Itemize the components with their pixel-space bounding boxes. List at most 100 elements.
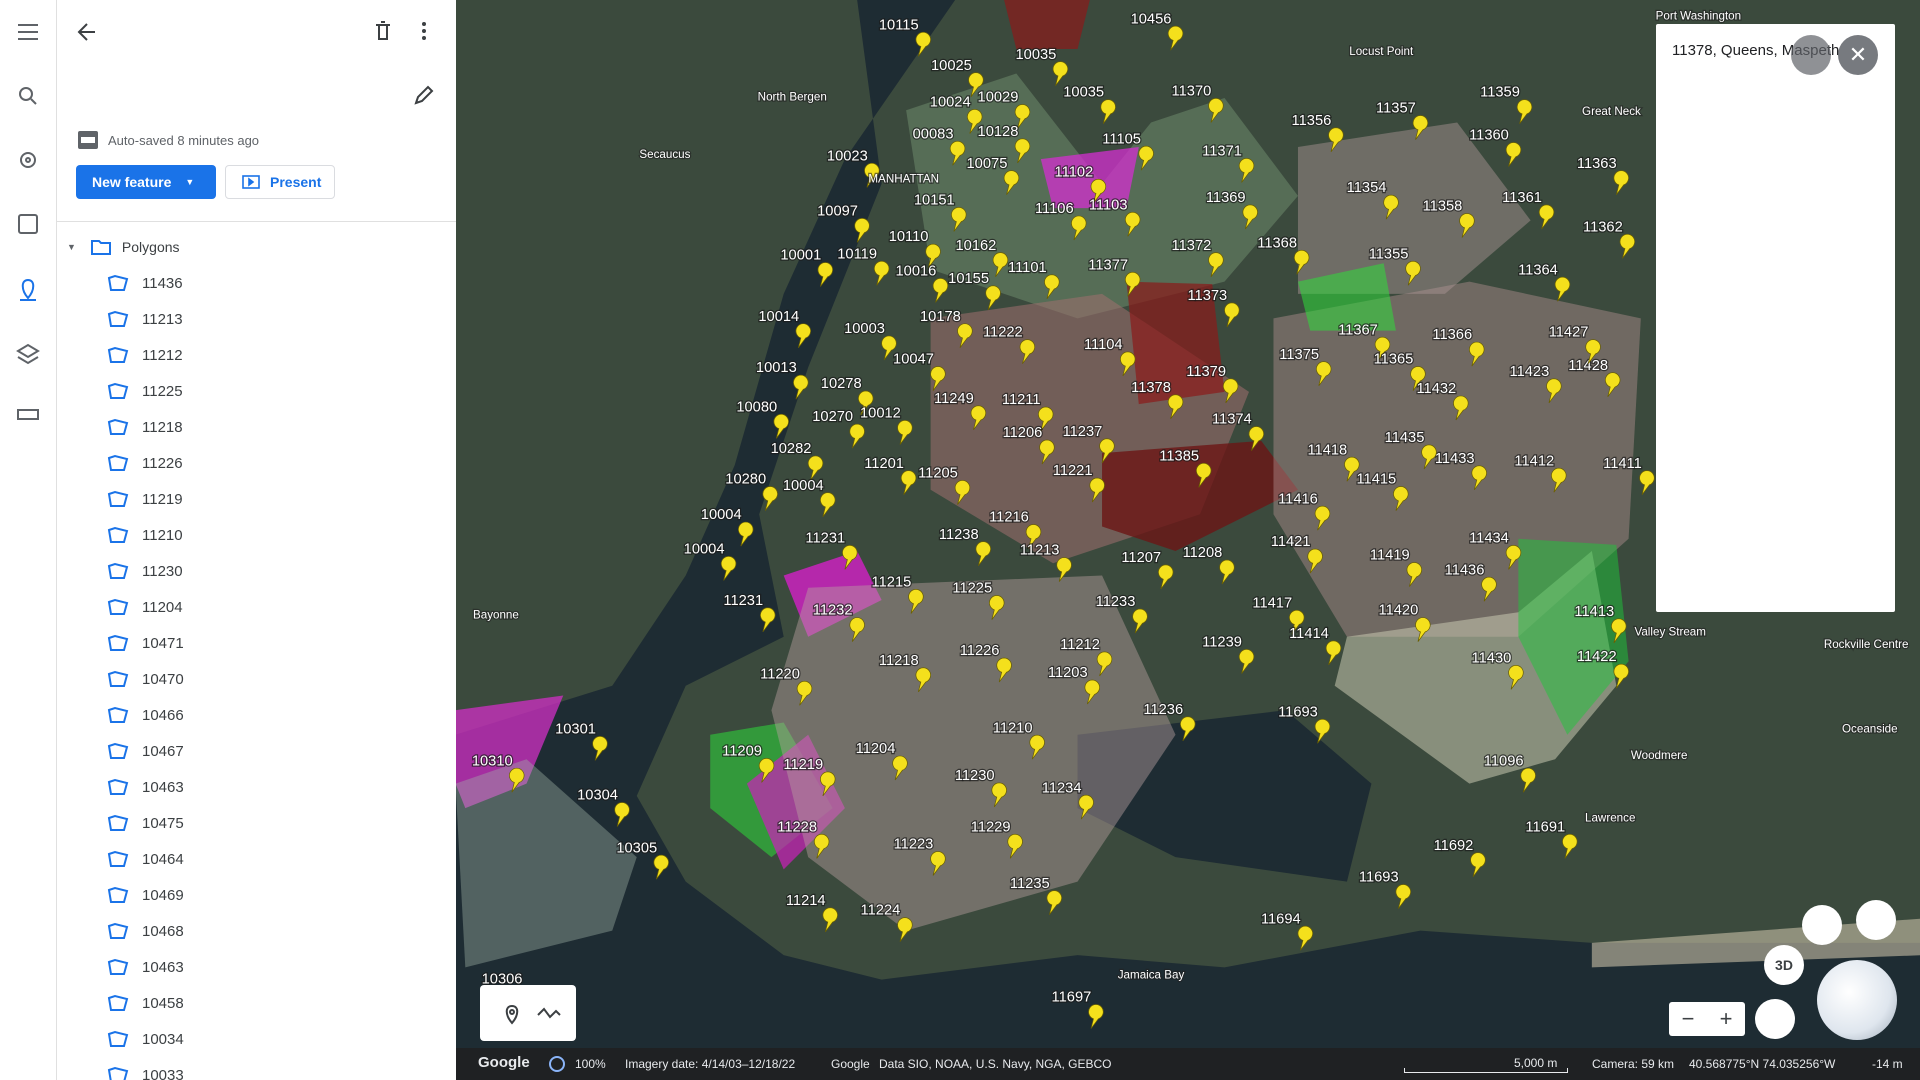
- placemark-pin[interactable]: [951, 207, 967, 232]
- placemark-pin[interactable]: [858, 390, 874, 416]
- placemark-pin[interactable]: [1090, 178, 1107, 204]
- placemark-pin[interactable]: [1393, 486, 1409, 511]
- placemark-pin[interactable]: [1328, 127, 1344, 153]
- new-feature-button[interactable]: New feature ▼: [76, 165, 216, 199]
- compass[interactable]: [1755, 999, 1795, 1039]
- placemark-pin[interactable]: [1469, 341, 1485, 367]
- placemark-pin[interactable]: [1208, 252, 1224, 277]
- pegman-button[interactable]: [1802, 905, 1842, 945]
- placemark-pin[interactable]: [1003, 170, 1020, 195]
- placemark-pin[interactable]: [1167, 394, 1184, 419]
- placemark-pin[interactable]: [1025, 524, 1042, 549]
- feature-item[interactable]: 10471: [106, 625, 184, 661]
- search-icon[interactable]: [19, 87, 37, 105]
- placemark-pin[interactable]: [1538, 204, 1555, 230]
- feature-item[interactable]: 10458: [106, 985, 184, 1021]
- feature-item[interactable]: 10469: [106, 877, 184, 913]
- placemark-pin[interactable]: [1099, 438, 1115, 464]
- feature-item[interactable]: 11219: [106, 481, 183, 517]
- placemark-pin[interactable]: [1505, 545, 1522, 570]
- placemark-pin[interactable]: [820, 771, 836, 797]
- placemark-pin[interactable]: [1124, 211, 1141, 237]
- placemark-pin[interactable]: [1297, 925, 1314, 951]
- placemark-pin[interactable]: [1481, 576, 1497, 602]
- placemark-pin[interactable]: [822, 907, 838, 933]
- placemark-pin[interactable]: [864, 162, 880, 188]
- placemark-pin[interactable]: [966, 109, 983, 134]
- feeling-lucky-icon[interactable]: [18, 214, 38, 234]
- feature-item[interactable]: 10034: [106, 1021, 184, 1057]
- feature-item[interactable]: 11212: [106, 337, 183, 373]
- placemark-pin[interactable]: [1078, 794, 1094, 820]
- placemark-pin[interactable]: [849, 423, 865, 449]
- placemark-pin[interactable]: [653, 854, 669, 880]
- edit-feature-button[interactable]: [1791, 35, 1831, 75]
- placemark-pin[interactable]: [1071, 215, 1087, 241]
- placemark-pin[interactable]: [915, 667, 931, 693]
- placemark-pin[interactable]: [989, 595, 1005, 620]
- placemark-pin[interactable]: [1289, 609, 1305, 635]
- placemark-pin[interactable]: [795, 323, 811, 348]
- placemark-pin[interactable]: [1242, 204, 1258, 230]
- placemark-pin[interactable]: [817, 262, 834, 287]
- placemark-pin[interactable]: [900, 470, 917, 495]
- placemark-pin[interactable]: [849, 617, 865, 642]
- placemark-pin[interactable]: [820, 492, 836, 517]
- feature-item[interactable]: 10466: [106, 697, 184, 733]
- placemark-pin[interactable]: [1014, 104, 1031, 129]
- placemark-pin[interactable]: [1516, 99, 1533, 124]
- placemark-pin[interactable]: [1619, 234, 1636, 259]
- feature-item[interactable]: 11213: [106, 301, 183, 337]
- feature-item[interactable]: 10468: [106, 913, 184, 949]
- placemark-pin[interactable]: [1046, 890, 1062, 915]
- placemark-pin[interactable]: [614, 802, 630, 827]
- placemark-pin[interactable]: [1551, 467, 1567, 493]
- feature-item[interactable]: 10033: [106, 1057, 184, 1080]
- placemark-pin[interactable]: [992, 252, 1009, 277]
- placemark-pin[interactable]: [509, 767, 525, 793]
- placemark-pin[interactable]: [1315, 361, 1332, 386]
- placemark-pin[interactable]: [1307, 548, 1323, 574]
- placemark-pin[interactable]: [1410, 366, 1426, 391]
- placemark-pin[interactable]: [908, 589, 924, 614]
- placemark-pin[interactable]: [949, 140, 966, 166]
- placemark-pin[interactable]: [1124, 271, 1141, 297]
- placemark-pin[interactable]: [1406, 562, 1423, 587]
- voyager-icon[interactable]: [20, 152, 36, 168]
- measure-icon[interactable]: [17, 409, 39, 420]
- placemark-pin[interactable]: [1520, 767, 1536, 793]
- placemark-pin[interactable]: [738, 521, 754, 547]
- edit-button[interactable]: [413, 84, 435, 106]
- placemark-pin[interactable]: [1096, 651, 1113, 677]
- feature-item[interactable]: 10475: [106, 805, 184, 841]
- placemark-pin[interactable]: [1195, 462, 1212, 488]
- feature-item[interactable]: 10467: [106, 733, 184, 769]
- placemark-pin[interactable]: [1019, 339, 1036, 364]
- placemark-pin[interactable]: [1613, 170, 1629, 195]
- present-button[interactable]: Present: [225, 165, 335, 199]
- placemark-pin[interactable]: [1100, 99, 1116, 124]
- folder-row[interactable]: ▼ Polygons: [67, 236, 180, 258]
- projects-icon[interactable]: [20, 278, 36, 301]
- placemark-pin[interactable]: [925, 243, 941, 269]
- placemark-pin[interactable]: [1471, 465, 1487, 491]
- feature-item[interactable]: 10470: [106, 661, 184, 697]
- feature-item[interactable]: 10464: [106, 841, 184, 877]
- placemark-pin[interactable]: [1138, 145, 1154, 171]
- placemark-pin[interactable]: [1208, 98, 1224, 123]
- placemark-pin[interactable]: [813, 834, 830, 859]
- placemark-pin[interactable]: [1120, 351, 1136, 377]
- placemark-pin[interactable]: [930, 366, 946, 391]
- placemark-pin[interactable]: [915, 31, 931, 57]
- delete-button[interactable]: [373, 20, 393, 42]
- feature-item[interactable]: 10463: [106, 949, 184, 985]
- placemark-pin[interactable]: [970, 405, 987, 431]
- placemark-pin[interactable]: [1585, 339, 1601, 364]
- feature-item[interactable]: 11226: [106, 445, 183, 481]
- placemark-pin[interactable]: [1505, 142, 1522, 167]
- placemark-pin[interactable]: [760, 607, 776, 633]
- add-placemark[interactable]: [502, 1003, 522, 1025]
- placemark-pin[interactable]: [1180, 716, 1196, 742]
- placemark-pin[interactable]: [1089, 477, 1105, 503]
- placemark-pin[interactable]: [1238, 158, 1255, 183]
